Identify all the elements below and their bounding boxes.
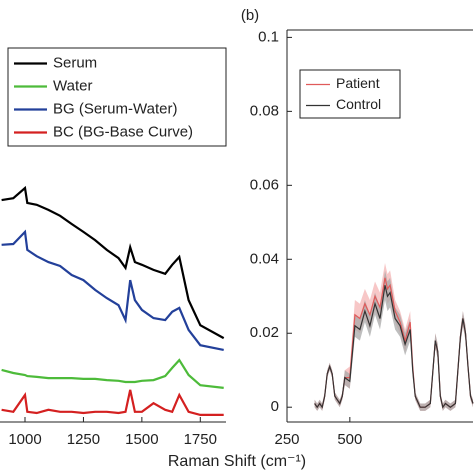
y-tick-label: 0.1 <box>258 28 279 45</box>
y-tick-label: 0.04 <box>250 250 279 267</box>
legend-box <box>299 69 401 119</box>
legend-label: BG (Serum-Water) <box>53 100 177 117</box>
legend-label: Control <box>336 96 381 112</box>
x-tick-label: 1250 <box>67 431 100 448</box>
y-tick-label: 0.08 <box>250 102 279 119</box>
legend-label: BC (BG-Base Curve) <box>53 123 193 140</box>
panel-label: (b) <box>241 7 259 24</box>
x-tick-label: 1500 <box>125 431 158 448</box>
legend-label: Water <box>53 77 92 94</box>
x-tick-label: 1000 <box>8 431 41 448</box>
plot <box>314 263 474 411</box>
y-tick-label: 0 <box>271 398 279 415</box>
series-line <box>1 185 225 340</box>
error-band <box>314 270 473 411</box>
error-band <box>314 263 473 411</box>
legend-label: Serum <box>53 54 97 71</box>
series-line <box>314 285 474 409</box>
x-tick-label: 250 <box>274 431 299 448</box>
y-tick-label: 0.06 <box>250 176 279 193</box>
x-tick-label: 1750 <box>184 431 217 448</box>
legend-label: Patient <box>336 75 380 91</box>
series-line <box>1 358 224 389</box>
y-tick-label: 0.02 <box>250 324 279 341</box>
series-line <box>1 389 224 416</box>
plot <box>1 185 225 416</box>
x-tick-label: 500 <box>337 431 362 448</box>
x-axis-label: Raman Shift (cm⁻¹) <box>168 453 306 470</box>
series-line <box>1 229 224 351</box>
